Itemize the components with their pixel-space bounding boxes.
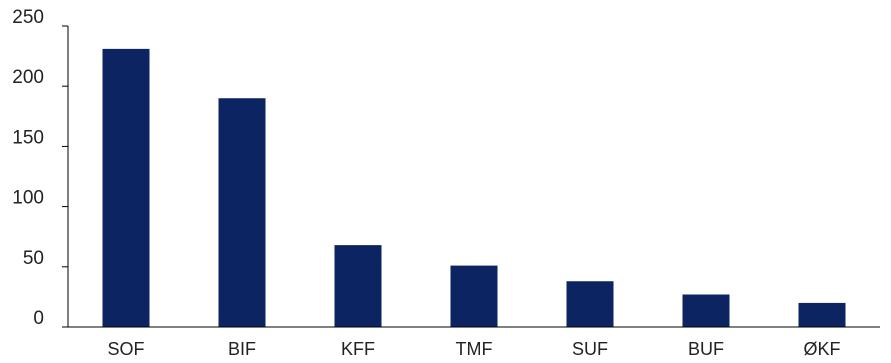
bar-5 — [566, 281, 614, 327]
x-category-label: SOF — [107, 339, 144, 359]
y-axis: 0 50 100 150 200 250 — [12, 7, 69, 329]
bar-7 — [798, 302, 846, 327]
y-tick-label: 100 — [12, 188, 44, 209]
x-category-label: BIF — [228, 339, 256, 359]
x-category-label: SUF — [572, 339, 608, 359]
bar-2 — [218, 98, 266, 328]
x-category-label: ØKF — [803, 339, 840, 359]
y-tick-label: 250 — [12, 7, 44, 28]
y-tick-label: 150 — [12, 127, 44, 148]
bar-6 — [682, 294, 730, 327]
bars — [102, 48, 846, 328]
y-tick-label: 200 — [12, 67, 44, 88]
x-axis: SOF BIF KFF TMF SUF BUF ØKF — [68, 326, 880, 359]
bar-1 — [102, 48, 150, 327]
y-tick-label: 50 — [23, 248, 44, 269]
x-category-label: BUF — [688, 339, 724, 359]
y-tick-label: 0 — [33, 308, 44, 329]
bar-3 — [334, 245, 382, 327]
bar-4 — [450, 265, 498, 327]
x-category-label: KFF — [341, 339, 375, 359]
x-category-label: TMF — [456, 339, 493, 359]
